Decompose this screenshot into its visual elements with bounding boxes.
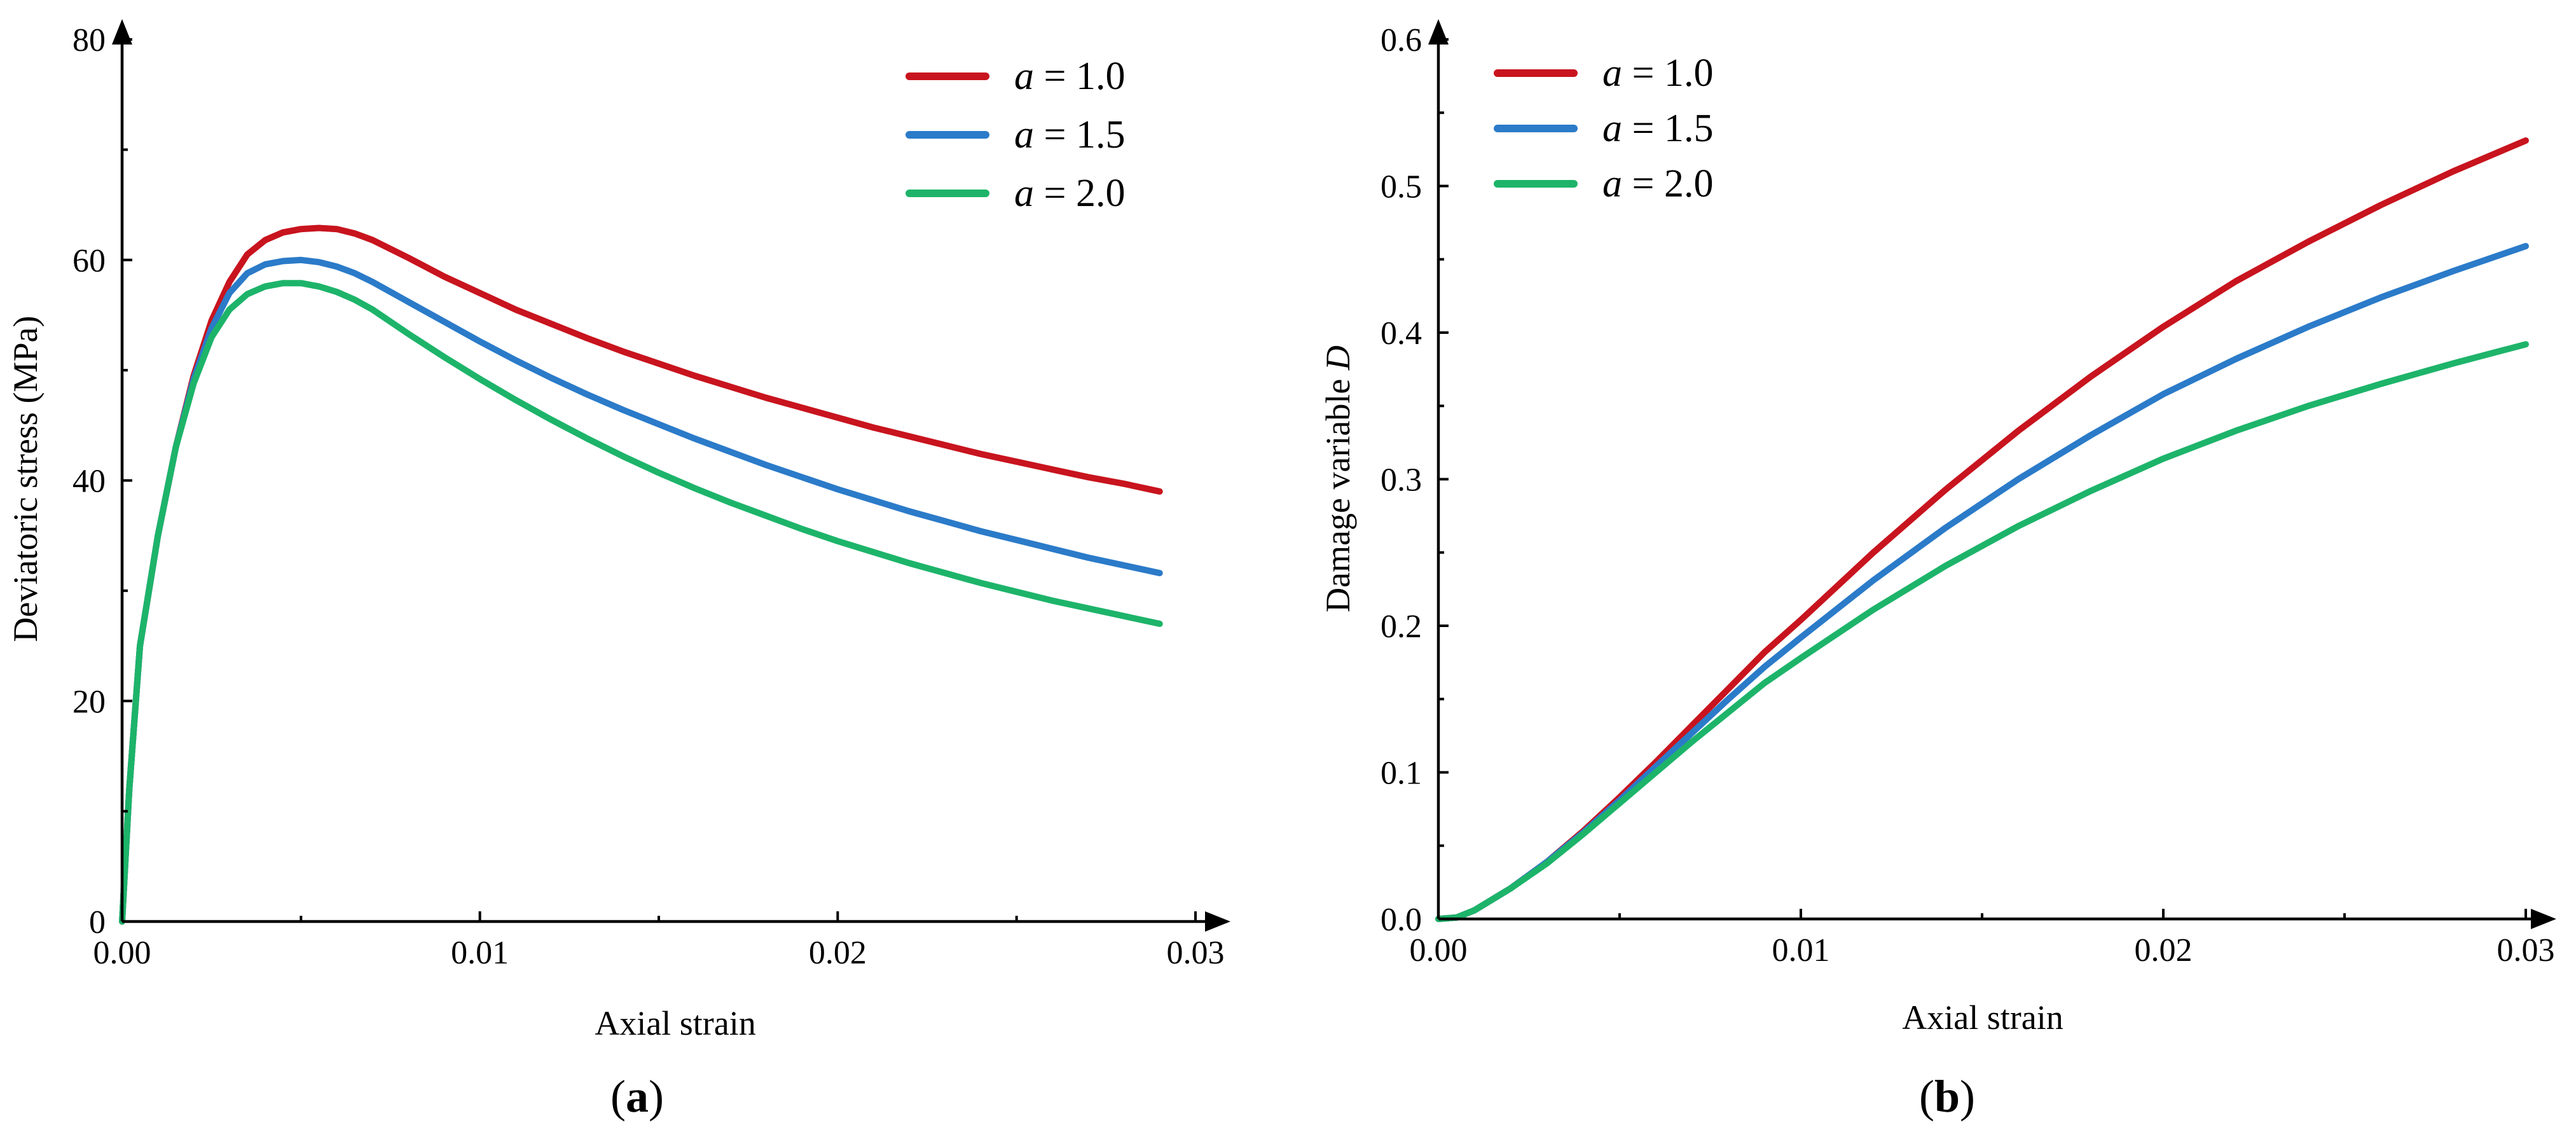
- panel-a-series-line-3: [119, 280, 1163, 925]
- panel-b-x-tick-label: 0.03: [2497, 932, 2555, 969]
- panel-a-chart: 0.00 0.01 0.02 0.03 0 20 40 60 80 Deviatoric str…: [6, 19, 1230, 1122]
- panel-b-y-axis-title-text: Damage variable: [1319, 379, 1357, 612]
- panel-a-x-axis-title: Axial strain: [595, 1004, 755, 1042]
- panel-b-legend: a = 1.0 a = 1.5 a = 2.0: [1494, 52, 1713, 205]
- panel-a-y-tick-label: 20: [72, 684, 106, 720]
- panel-b-x-tick-label: 0.00: [1410, 932, 1468, 969]
- panel-a-x-tick-label: 0.03: [1167, 935, 1225, 971]
- panel-a-legend-label-3: a = 2.0: [1014, 172, 1125, 215]
- panel-a-x-tick-label: 0.01: [451, 935, 509, 971]
- panel-a-x-axis-arrow: [1205, 911, 1230, 932]
- panel-b-series-line-1: [1435, 137, 2529, 922]
- panel-b-plot-area: [1435, 137, 2529, 922]
- panel-b-label: (b): [1919, 1071, 1975, 1122]
- panel-a-axes: 0.00 0.01 0.02 0.03 0 20 40 60 80: [72, 19, 1230, 971]
- panel-b-legend-label-2: a = 1.5: [1602, 107, 1713, 150]
- panel-b-x-tick-label: 0.01: [1772, 932, 1830, 969]
- panel-b-axes: 0.00 0.01 0.02 0.03 0.0 0.1 0.2 0.3 0.4 0.5 0.6: [1381, 19, 2556, 969]
- panel-b-chart: 0.00 0.01 0.02 0.03 0.0 0.1 0.2 0.3 0.4 0.5 0.6 Da…: [1319, 19, 2556, 1122]
- panel-b-y-tick-label: 0.3: [1381, 462, 1422, 499]
- panel-b-y-tick-label: 0.1: [1381, 756, 1422, 792]
- panel-a-legend: a = 1.0 a = 1.5 a = 2.0: [906, 55, 1125, 215]
- panel-a-y-tick-label: 0: [89, 904, 106, 941]
- panel-a-label: (a): [610, 1071, 664, 1122]
- panel-a-legend-label-1: a = 1.0: [1014, 55, 1125, 98]
- panel-a-y-axis-title: Deviatoric stress (MPa): [6, 316, 45, 642]
- panel-a-label-letter: a: [626, 1071, 649, 1122]
- panel-b-y-tick-label: 0.4: [1381, 315, 1422, 352]
- panel-a-plot-area: [119, 224, 1163, 925]
- panel-b-label-letter: b: [1934, 1071, 1960, 1122]
- panel-a-x-tick-label: 0.02: [809, 935, 867, 971]
- panel-a-y-tick-label: 80: [72, 22, 106, 59]
- panel-b-x-axis-title: Axial strain: [1902, 998, 2063, 1037]
- panel-a-x-tick-label: 0.00: [93, 935, 151, 971]
- panel-b-legend-label-1: a = 1.0: [1602, 52, 1713, 95]
- panel-b-y-tick-label: 0.6: [1381, 22, 1422, 59]
- panel-b-y-tick-label: 0.2: [1381, 609, 1422, 645]
- panel-b-y-axis-title: Damage variable D: [1319, 345, 1357, 612]
- panel-b-x-axis-arrow: [2531, 909, 2556, 929]
- panel-b-legend-label-3: a = 2.0: [1602, 162, 1713, 205]
- panel-b-y-axis-title-var: D: [1319, 345, 1357, 371]
- panel-a-legend-label-2: a = 1.5: [1014, 113, 1125, 156]
- panel-a-y-tick-label: 60: [72, 243, 106, 279]
- panel-b-series-line-3: [1435, 341, 2529, 922]
- panel-a-series-line-2: [119, 256, 1163, 925]
- panel-b-x-tick-label: 0.02: [2135, 932, 2193, 969]
- panel-a-series-line-1: [119, 224, 1163, 925]
- panel-b-y-tick-label: 0.5: [1381, 169, 1422, 205]
- panel-a-y-tick-label: 40: [72, 464, 106, 500]
- panel-b-y-tick-label: 0.0: [1381, 902, 1422, 938]
